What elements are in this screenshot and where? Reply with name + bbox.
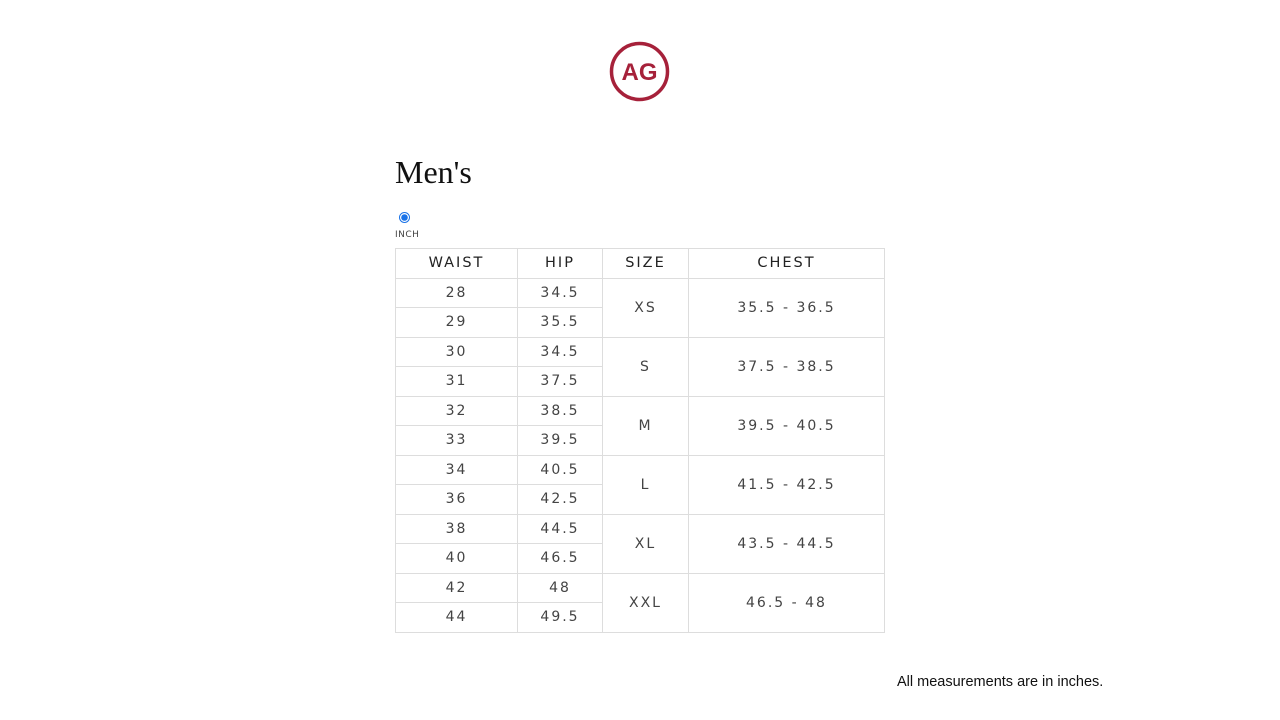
size-cell: L: [602, 454, 689, 515]
inch-radio[interactable]: [399, 212, 410, 223]
chest-cell: 43.5 - 44.5: [688, 513, 885, 574]
hip-cell: 34.5: [517, 277, 603, 308]
hip-cell: 49.5: [517, 602, 603, 633]
waist-cell: 38: [395, 513, 518, 544]
table-row: 29 35.5: [395, 307, 885, 338]
table-row: 31 37.5: [395, 366, 885, 397]
waist-cell: 31: [395, 366, 518, 397]
hip-cell: 48: [517, 572, 603, 603]
column-header: HIP: [517, 248, 603, 279]
ag-logo: AG: [609, 41, 670, 102]
chest-cell: 39.5 - 40.5: [688, 395, 885, 456]
waist-cell: 29: [395, 307, 518, 338]
size-chart-table: WAIST HIP SIZE CHEST 28 34.5 XS 35.5 - 36.5 29 3…: [395, 248, 885, 633]
waist-cell: 28: [395, 277, 518, 308]
waist-cell: 34: [395, 454, 518, 485]
chest-cell: 35.5 - 36.5: [688, 277, 885, 338]
table-row: 40 46.5: [395, 543, 885, 574]
waist-cell: 30: [395, 336, 518, 367]
hip-cell: 38.5: [517, 395, 603, 426]
table-row: 42 48 XXL 46.5 - 48: [395, 572, 885, 633]
waist-cell: 36: [395, 484, 518, 515]
hip-cell: 40.5: [517, 454, 603, 485]
table-header-row: WAIST HIP SIZE CHEST: [395, 248, 885, 279]
waist-cell: 32: [395, 395, 518, 426]
hip-cell: 34.5: [517, 336, 603, 367]
chest-cell: 37.5 - 38.5: [688, 336, 885, 397]
hip-cell: 37.5: [517, 366, 603, 397]
size-cell: S: [602, 336, 689, 397]
size-cell: XS: [602, 277, 689, 338]
size-cell: XXL: [602, 572, 689, 633]
table-row: 34 40.5 L 41.5 - 42.5: [395, 454, 885, 515]
hip-cell: 35.5: [517, 307, 603, 338]
hip-cell: 46.5: [517, 543, 603, 574]
waist-cell: 42: [395, 572, 518, 603]
table-row: 32 38.5 M 39.5 - 40.5: [395, 395, 885, 456]
hip-cell: 39.5: [517, 425, 603, 456]
column-header: CHEST: [688, 248, 885, 279]
table-row: 28 34.5 XS 35.5 - 36.5: [395, 277, 885, 338]
column-header: WAIST: [395, 248, 518, 279]
hip-cell: 44.5: [517, 513, 603, 544]
waist-cell: 40: [395, 543, 518, 574]
table-row: 36 42.5: [395, 484, 885, 515]
chest-cell: 46.5 - 48: [688, 572, 885, 633]
inch-label: INCH: [395, 230, 420, 240]
chest-cell: 41.5 - 42.5: [688, 454, 885, 515]
table-row: 38 44.5 XL 43.5 - 44.5: [395, 513, 885, 574]
page-title: Men's: [395, 154, 472, 190]
waist-cell: 33: [395, 425, 518, 456]
table-row: 30 34.5 S 37.5 - 38.5: [395, 336, 885, 397]
column-header: SIZE: [602, 248, 689, 279]
hip-cell: 42.5: [517, 484, 603, 515]
size-cell: XL: [602, 513, 689, 574]
measurement-note: All measurements are in inches.: [897, 674, 1104, 690]
table-row: 44 49.5: [395, 602, 885, 633]
waist-cell: 44: [395, 602, 518, 633]
size-cell: M: [602, 395, 689, 456]
svg-text:AG: AG: [622, 59, 658, 86]
